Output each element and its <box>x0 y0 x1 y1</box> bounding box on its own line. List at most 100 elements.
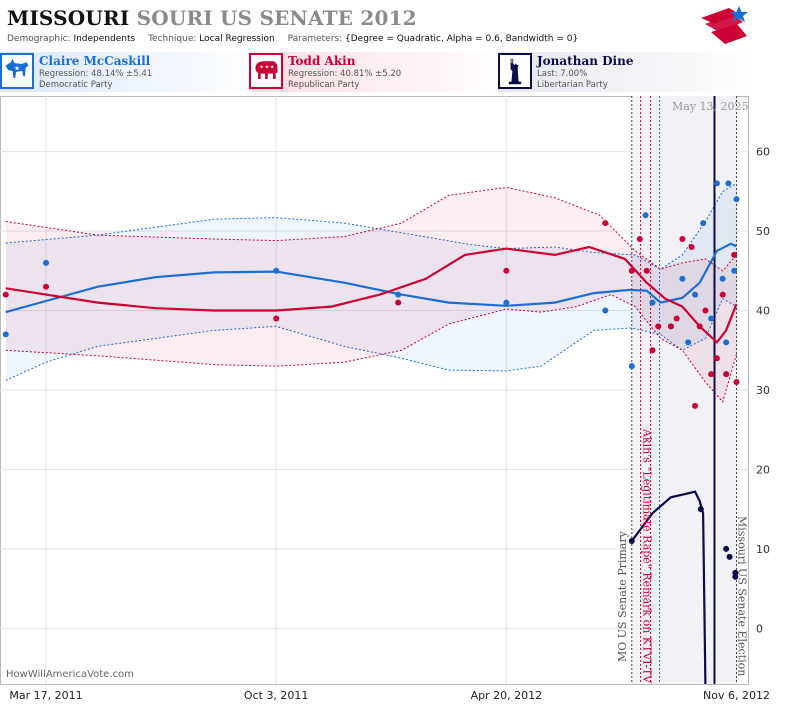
poll-point <box>395 291 402 298</box>
poll-point <box>273 315 280 322</box>
poll-point <box>733 379 740 386</box>
candidate-party: Libertarian Party <box>537 80 608 90</box>
site-logo-icon[interactable] <box>699 4 751 48</box>
technique-value[interactable]: Local Regression <box>199 34 275 44</box>
event-label-remark: Akin's "Legitimate Rape" Remark on KTVI-… <box>641 428 654 684</box>
x-tick-label: Oct 3, 2011 <box>244 689 309 702</box>
poll-point <box>395 299 402 306</box>
poll-point <box>733 196 740 203</box>
poll-point <box>719 275 726 282</box>
candidate-card-background <box>249 52 507 92</box>
poll-point <box>732 573 739 580</box>
poll-point <box>43 283 50 290</box>
x-tick-label: Mar 17, 2011 <box>9 689 82 702</box>
poll-point <box>731 267 738 274</box>
parameters-value[interactable]: {Degree = Quadratic, Alpha = 0.6, Bandwi… <box>345 34 579 44</box>
y-tick-label: 20 <box>756 463 770 476</box>
poll-point <box>726 553 733 560</box>
poll-point <box>725 180 732 187</box>
liberty-statue-icon <box>498 53 532 89</box>
poll-point <box>723 371 730 378</box>
candidate-stat: Last: 7.00% <box>537 69 588 79</box>
poll-point <box>628 267 635 274</box>
trend-line <box>5 242 737 314</box>
poll-point <box>679 236 686 243</box>
post-primary-shade <box>631 96 737 684</box>
poll-point <box>655 323 662 330</box>
y-tick-label: 60 <box>756 146 770 159</box>
candidate-name: Todd Akin <box>288 54 356 68</box>
x-tick-label: Nov 6, 2012 <box>703 689 770 702</box>
candidate-name: Jonathan Dine <box>537 54 634 68</box>
elephant-icon <box>249 53 283 89</box>
parameters-line: Demographic: Independents Technique: Loc… <box>7 34 588 44</box>
date-stamp: May 13, 2025 <box>672 100 749 113</box>
confidence-band <box>5 187 737 402</box>
poll-point <box>2 331 9 338</box>
y-tick-label: 0 <box>756 622 763 635</box>
trend-line <box>5 245 738 344</box>
parameters-label: Parameters: <box>287 34 343 44</box>
poll-point <box>708 371 715 378</box>
poll-point <box>2 291 9 298</box>
confidence-lower <box>5 297 737 381</box>
confidence-band <box>5 183 737 381</box>
candidate-stat: Regression: 48.14% ±5.41 <box>39 69 153 79</box>
title-state: MISSOURI <box>7 6 130 30</box>
poll-point <box>649 299 656 306</box>
poll-point <box>719 291 726 298</box>
poll-point <box>696 323 703 330</box>
y-tick-label: 50 <box>756 225 770 238</box>
poll-point <box>602 220 609 227</box>
poll-point <box>692 402 699 409</box>
y-tick-label: 10 <box>756 543 770 556</box>
candidate-card-background <box>498 52 756 92</box>
y-tick-label: 40 <box>756 305 770 318</box>
polling-chart: 0 10 20 30 40 50 60 Mar 17, 2011 Oct 3, 2011 Apr … <box>0 96 770 702</box>
poll-point <box>723 545 730 552</box>
confidence-lower <box>5 294 737 403</box>
poll-point <box>685 339 692 346</box>
poll-point <box>628 363 635 370</box>
y-tick-label: 30 <box>756 384 770 397</box>
poll-point <box>503 299 510 306</box>
poll-point <box>636 236 643 243</box>
poll-point <box>723 339 730 346</box>
poll-point <box>642 212 649 219</box>
poll-point <box>628 537 635 544</box>
confidence-upper <box>5 182 737 270</box>
confidence-upper <box>5 186 737 272</box>
page-title: MISSOURI SOURI US SENATE 2012 <box>7 6 417 30</box>
poll-point <box>702 307 709 314</box>
poll-point <box>667 323 674 330</box>
poll-point <box>713 355 720 362</box>
poll-point <box>679 275 686 282</box>
candidate-name: Claire McCaskill <box>39 54 151 68</box>
demographic-value[interactable]: Independents <box>73 34 136 44</box>
poll-point <box>700 220 707 227</box>
site-credit[interactable]: HowWillAmericaVote.com <box>6 669 134 680</box>
candidate-card-akin[interactable]: Todd Akin Regression: 40.81% ±5.20 Repub… <box>249 52 507 92</box>
poll-point <box>708 315 715 322</box>
poll-point <box>273 267 280 274</box>
poll-point <box>503 267 510 274</box>
poll-point <box>649 347 656 354</box>
title-race: SOURI US SENATE 2012 <box>136 6 417 30</box>
candidate-card-dine[interactable]: Jonathan Dine Last: 7.00% Libertarian Pa… <box>498 52 756 92</box>
candidate-card-mccaskill[interactable]: Claire McCaskill Regression: 48.14% ±5.4… <box>0 52 258 92</box>
header: MISSOURI SOURI US SENATE 2012 Demographi… <box>0 0 789 52</box>
candidate-party: Republican Party <box>288 80 360 90</box>
poll-point <box>731 251 738 258</box>
poll-point <box>43 259 50 266</box>
poll-point <box>673 315 680 322</box>
demographic-label: Demographic: <box>7 34 71 44</box>
event-label-primary: MO US Senate Primary <box>616 530 629 662</box>
poll-point <box>602 307 609 314</box>
candidate-party: Democratic Party <box>39 80 113 90</box>
poll-point <box>697 506 704 513</box>
x-tick-label: Apr 20, 2012 <box>471 689 543 702</box>
poll-point <box>688 243 695 250</box>
event-label-election: Missouri US Senate Election <box>735 516 748 676</box>
candidate-legend: Claire McCaskill Regression: 48.14% ±5.4… <box>0 52 789 94</box>
poll-point <box>643 267 650 274</box>
